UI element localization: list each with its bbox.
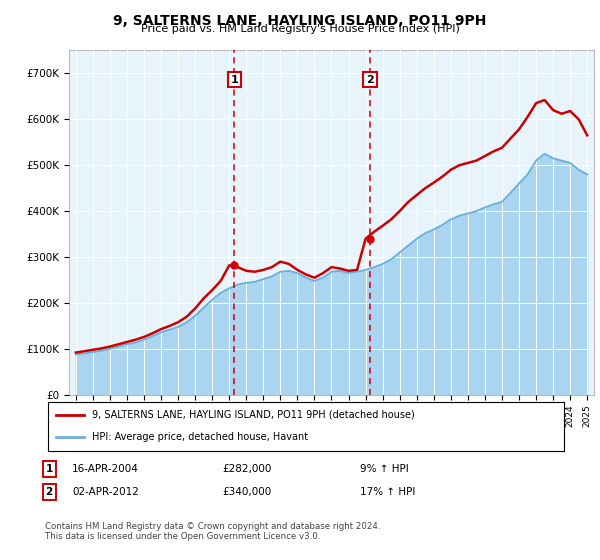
Text: 16-APR-2004: 16-APR-2004 xyxy=(72,464,139,474)
Text: HPI: Average price, detached house, Havant: HPI: Average price, detached house, Hava… xyxy=(92,432,308,442)
Text: 9% ↑ HPI: 9% ↑ HPI xyxy=(360,464,409,474)
Text: £340,000: £340,000 xyxy=(222,487,271,497)
Text: 17% ↑ HPI: 17% ↑ HPI xyxy=(360,487,415,497)
Text: 02-APR-2012: 02-APR-2012 xyxy=(72,487,139,497)
Text: Contains HM Land Registry data © Crown copyright and database right 2024.
This d: Contains HM Land Registry data © Crown c… xyxy=(45,522,380,542)
Text: 1: 1 xyxy=(230,74,238,85)
Text: 9, SALTERNS LANE, HAYLING ISLAND, PO11 9PH (detached house): 9, SALTERNS LANE, HAYLING ISLAND, PO11 9… xyxy=(92,410,415,420)
Text: 2: 2 xyxy=(46,487,53,497)
Text: 1: 1 xyxy=(46,464,53,474)
Text: 9, SALTERNS LANE, HAYLING ISLAND, PO11 9PH: 9, SALTERNS LANE, HAYLING ISLAND, PO11 9… xyxy=(113,14,487,28)
Text: 2: 2 xyxy=(366,74,374,85)
Text: Price paid vs. HM Land Registry's House Price Index (HPI): Price paid vs. HM Land Registry's House … xyxy=(140,24,460,34)
Text: £282,000: £282,000 xyxy=(222,464,271,474)
